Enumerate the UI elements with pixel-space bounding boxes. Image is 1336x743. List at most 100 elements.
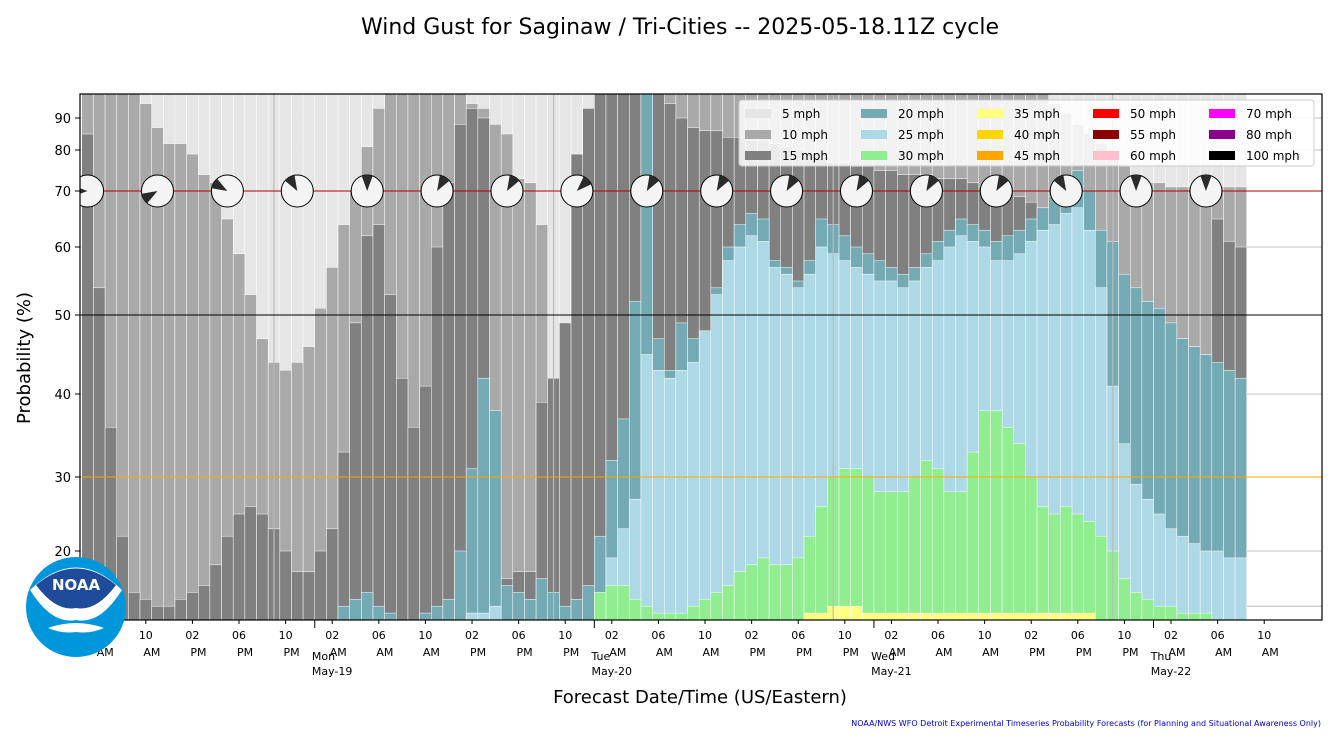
y-tick-label: 90 [54, 112, 71, 127]
x-tick-date: May-20 [591, 665, 632, 678]
bar-30-mph [722, 585, 735, 620]
footer-note: NOAA/NWS WFO Detroit Experimental Timese… [851, 719, 1321, 728]
bar-30-mph [838, 468, 851, 620]
bar-35-mph [1036, 612, 1049, 620]
bar-30-mph [803, 535, 816, 620]
legend-swatch [1209, 130, 1235, 139]
bar-35-mph [838, 605, 851, 620]
x-tick-hour: 10 [838, 629, 852, 642]
x-tick-hour: 02 [884, 629, 898, 642]
wind-direction-icon [140, 174, 174, 208]
bar-35-mph [803, 612, 816, 620]
bar-15-mph [396, 377, 409, 620]
bar-25-mph [465, 612, 479, 620]
bar-20-mph [489, 410, 502, 620]
bar-30-mph [675, 612, 688, 620]
x-tick-ampm: PM [517, 646, 533, 659]
bar-25-mph [675, 370, 688, 620]
x-tick-hour: 06 [1211, 629, 1225, 642]
x-tick-hour: 06 [651, 629, 665, 642]
bar-15-mph [407, 426, 420, 620]
legend-swatch [1093, 151, 1119, 160]
bar-30-mph [594, 592, 607, 620]
legend-swatch [1209, 109, 1235, 118]
x-tick-hour: 02 [745, 629, 759, 642]
bar-30-mph [640, 605, 653, 620]
bar-25-mph [733, 246, 747, 620]
bar-35-mph [1048, 612, 1061, 620]
bar-35-mph [908, 612, 921, 620]
bar-30-mph [1164, 605, 1178, 620]
bar-15-mph [291, 571, 304, 620]
wind-direction-icon [909, 174, 943, 208]
bar-20-mph [535, 578, 548, 620]
bar-30-mph [1001, 426, 1014, 620]
bar-30-mph [768, 564, 781, 620]
x-tick-hour: 10 [279, 629, 293, 642]
bar-20-mph [512, 592, 525, 620]
x-tick-hour: 10 [558, 629, 572, 642]
bar-15-mph [197, 585, 211, 620]
x-tick-ampm: AM [609, 646, 626, 659]
bar-20-mph [465, 468, 479, 620]
bar-30-mph [687, 605, 700, 620]
bar-30-mph [652, 612, 665, 620]
x-tick-ampm: AM [376, 646, 393, 659]
bar-25-mph [687, 362, 700, 620]
bar-35-mph [1060, 612, 1073, 620]
legend-label: 25 mph [898, 128, 944, 142]
x-tick-ampm: PM [284, 646, 300, 659]
bar-30-mph [943, 491, 956, 620]
bar-20-mph [361, 592, 374, 620]
bar-30-mph [908, 476, 921, 620]
x-tick-ampm: AM [703, 646, 720, 659]
x-tick-date: May-21 [871, 665, 912, 678]
bar-15-mph [326, 528, 339, 620]
bar-25-mph [1176, 535, 1189, 620]
bar-35-mph [873, 612, 886, 620]
wind-direction-icon [490, 174, 524, 208]
bar-35-mph [978, 612, 991, 620]
x-tick-date: Tue [590, 650, 610, 663]
y-tick-label: 70 [54, 185, 71, 200]
x-tick-date: Thu [1150, 650, 1172, 663]
x-tick-ampm: PM [1076, 646, 1092, 659]
bar-30-mph [1060, 506, 1073, 620]
x-tick-ampm: PM [563, 646, 579, 659]
bar-15-mph [570, 153, 583, 620]
legend: 5 mph 10 mph 15 mph 20 mph 25 mph 30 mph 35 mp… [738, 99, 1315, 167]
bar-20-mph [477, 377, 490, 620]
legend-swatch [861, 109, 887, 118]
bar-30-mph [1071, 513, 1084, 620]
x-tick-ampm: AM [1169, 646, 1186, 659]
bar-35-mph [955, 612, 968, 620]
bar-15-mph [314, 550, 327, 620]
bar-15-mph [279, 550, 292, 620]
bar-35-mph [896, 612, 910, 620]
wind-direction-icon [350, 174, 384, 208]
wind-direction-icon [420, 174, 454, 208]
bar-30-mph [1025, 476, 1038, 620]
legend-label: 80 mph [1246, 128, 1292, 142]
legend-label: 100 mph [1246, 149, 1300, 163]
bar-30-mph [745, 564, 758, 620]
x-tick-hour: 10 [418, 629, 432, 642]
bar-30-mph [617, 585, 630, 620]
bar-25-mph [1188, 543, 1201, 620]
legend-swatch [745, 130, 771, 139]
bar-15-mph [442, 182, 455, 620]
bar-20-mph [570, 599, 583, 620]
x-tick-hour: 10 [1257, 629, 1271, 642]
bar-20-mph [337, 605, 350, 620]
bar-30-mph [1013, 443, 1026, 620]
bar-30-mph [1118, 578, 1131, 620]
legend-swatch [745, 151, 771, 160]
x-tick-hour: 10 [1117, 629, 1131, 642]
y-tick-label: 30 [54, 471, 71, 486]
bar-30-mph [850, 468, 863, 620]
wind-direction-icon [770, 174, 804, 208]
bar-20-mph [442, 599, 455, 620]
bar-15-mph [151, 605, 164, 620]
x-tick-hour: 06 [232, 629, 246, 642]
